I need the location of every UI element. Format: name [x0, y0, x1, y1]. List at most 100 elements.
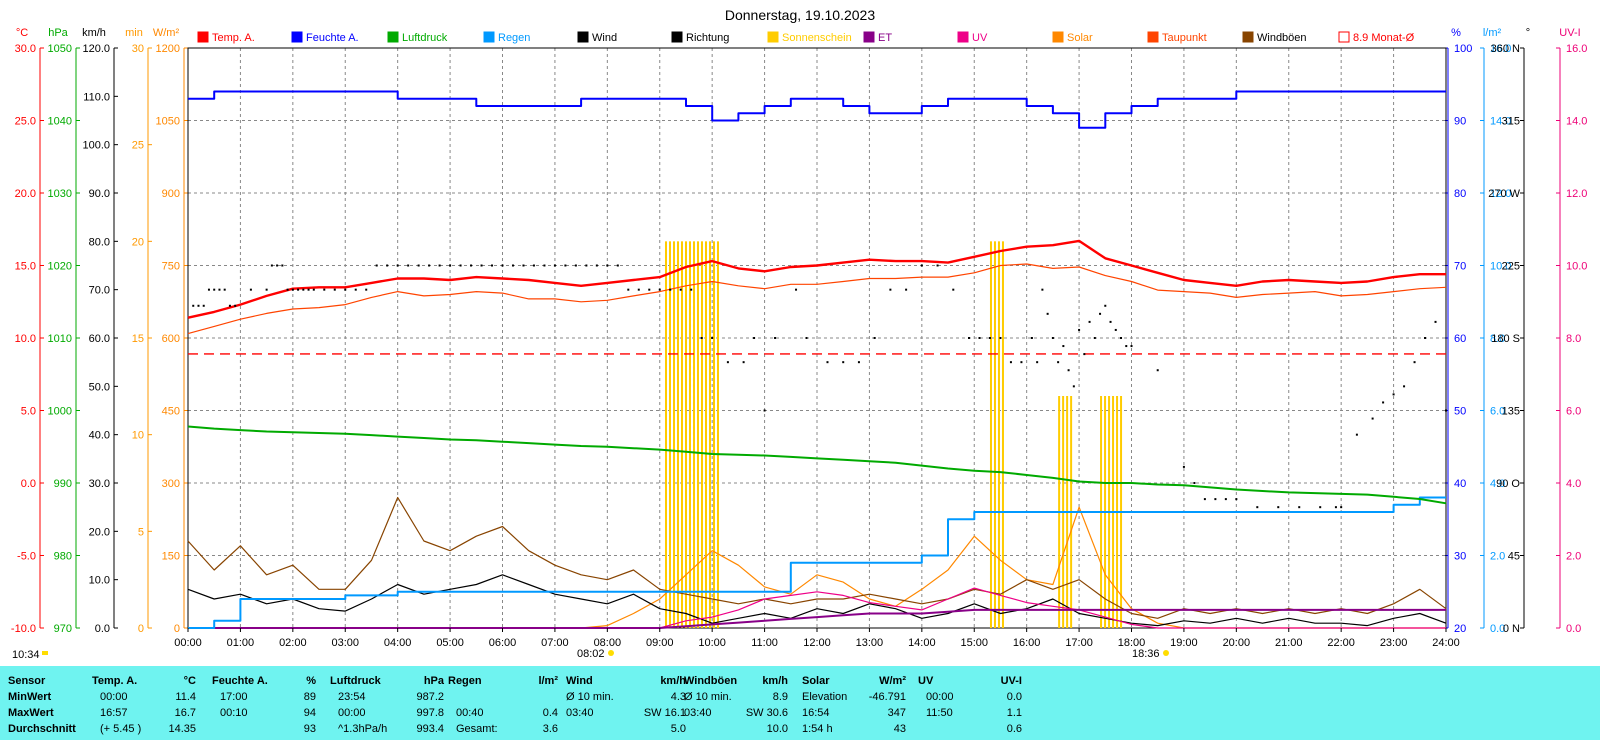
direction-point [491, 264, 494, 267]
direction-point [606, 264, 609, 267]
legend-swatch [1052, 31, 1064, 43]
direction-point [952, 288, 955, 291]
legend-swatch [197, 31, 209, 43]
x-tick-label: 10:00 [698, 637, 726, 649]
sunshine-bar [716, 241, 719, 629]
legend-item: Feuchte A. [306, 32, 359, 44]
uv-tick-label: 6.0 [1566, 406, 1581, 418]
direction-point [459, 264, 462, 267]
sunshine-bar [696, 241, 699, 629]
direction-point [207, 288, 210, 291]
sunshine-bar [684, 241, 687, 629]
direction-point [438, 264, 441, 267]
hum-tick-label: 70 [1454, 261, 1466, 273]
press-tick-label: 1000 [48, 406, 72, 418]
stats-unit-rain: l/m² [538, 675, 558, 687]
rain-tick-label: 14.0 [1490, 116, 1511, 128]
dir-tick-label: 0 N [1503, 623, 1520, 635]
wind-tick-label: 40.0 [89, 430, 110, 442]
direction-point [889, 288, 892, 291]
legend-item: Richtung [686, 32, 729, 44]
sunshine-bar [672, 241, 675, 629]
stats-gust-time: 03:40 [684, 707, 712, 719]
x-tick-label: 22:00 [1327, 637, 1355, 649]
direction-point [1224, 498, 1227, 501]
sun-tick-label: 15 [132, 333, 144, 345]
stats-row-label: MinWert [8, 691, 52, 703]
x-tick-label: 06:00 [489, 637, 517, 649]
direction-point [857, 361, 860, 364]
dir-tick-label: 360 N [1491, 43, 1520, 55]
solar-tick-label: 1050 [156, 116, 180, 128]
direction-point [1382, 401, 1385, 404]
x-tick-label: 21:00 [1275, 637, 1303, 649]
hum-tick-label: 60 [1454, 333, 1466, 345]
stats-wind-time: 03:40 [566, 707, 594, 719]
direction-point [700, 337, 703, 339]
legend: Temp. A. Feuchte A. Luftdruck Regen Wind Rich… [197, 31, 1415, 44]
legend-swatch [387, 31, 399, 43]
direction-point [774, 337, 777, 339]
direction-point [407, 264, 410, 267]
direction-point [1078, 328, 1081, 331]
hum-tick-label: 40 [1454, 478, 1466, 490]
stats-hum-value: 89 [303, 691, 316, 703]
wind-tick-label: 0.0 [95, 623, 110, 635]
temp-tick-label: -10.0 [11, 623, 36, 635]
direction-point [795, 288, 798, 291]
stats-uv-time: 00:00 [926, 691, 954, 703]
stats-press-time: 00:00 [338, 707, 366, 719]
direction-point [344, 288, 347, 291]
direction-point [669, 288, 672, 291]
direction-point [1093, 337, 1096, 339]
direction-point [1088, 320, 1091, 323]
direction-point [711, 337, 714, 339]
direction-point [1041, 288, 1044, 291]
direction-point [1445, 409, 1447, 412]
stats-press-value: 987.2 [416, 691, 444, 703]
legend-item: Solar [1067, 32, 1093, 44]
direction-point [905, 288, 908, 291]
direction-point [312, 288, 315, 291]
dir-unit-label: ° [1526, 27, 1530, 39]
direction-point [249, 288, 252, 291]
x-tick-label: 07:00 [541, 637, 569, 649]
direction-point [1036, 361, 1039, 364]
stats-solar-time: Elevation [802, 691, 848, 703]
direction-point [805, 337, 808, 339]
direction-point [192, 304, 195, 307]
direction-point [354, 288, 357, 291]
direction-point [1182, 465, 1185, 468]
direction-point [1319, 506, 1322, 509]
direction-point [658, 288, 661, 291]
sun-tick-label: 5 [138, 526, 144, 538]
temp-tick-label: 15.0 [15, 261, 36, 273]
stats-rain-time: 00:40 [456, 707, 484, 719]
wind-tick-label: 90.0 [89, 188, 110, 200]
direction-point [1120, 337, 1123, 339]
x-tick-label: 23:00 [1380, 637, 1408, 649]
legend-swatch [1338, 31, 1350, 43]
direction-point [1067, 369, 1070, 372]
direction-point [1104, 304, 1107, 307]
direction-point [1355, 433, 1358, 436]
stats-temp-time: 00:00 [100, 691, 128, 703]
stats-temp-time: 16:57 [100, 707, 128, 719]
press-tick-label: 1050 [48, 43, 72, 55]
stats-unit-hum: % [306, 675, 316, 687]
dir-tick-label: 270 W [1488, 188, 1520, 200]
stats-temp-value: 14.35 [168, 723, 196, 735]
stats-uv-value: 1.1 [1006, 707, 1022, 719]
x-axis: 00:00 01:00 02:00 03:00 04:00 05:00 06:00 07:00… [12, 628, 1460, 661]
uv-tick-label: 10.0 [1566, 261, 1587, 273]
direction-point [197, 304, 200, 307]
hum-tick-label: 50 [1454, 406, 1466, 418]
direction-point [213, 288, 216, 291]
sunshine-bar [989, 241, 992, 629]
direction-point [1156, 369, 1159, 372]
direction-point [1099, 312, 1102, 315]
direction-point [726, 361, 729, 364]
x-tick-label: 04:00 [384, 637, 412, 649]
dir-tick-label: 90 O [1496, 478, 1520, 490]
stats-unit-wind: km/h [660, 675, 686, 687]
